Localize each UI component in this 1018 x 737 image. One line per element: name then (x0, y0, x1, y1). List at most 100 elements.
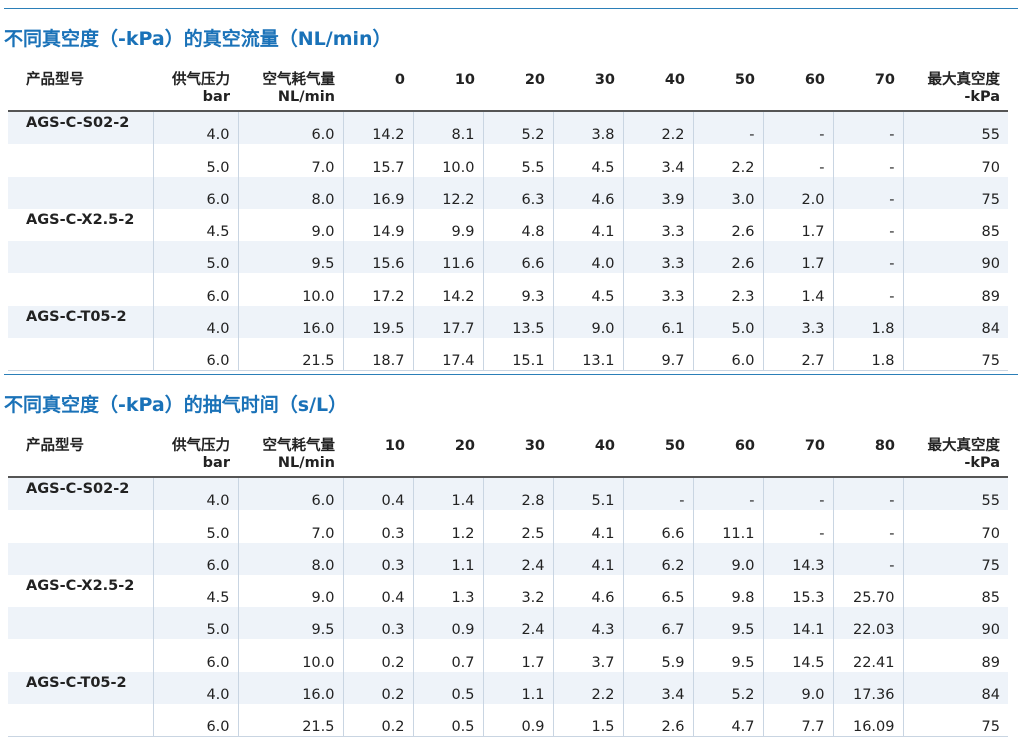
value-cell: 6.0 (152, 639, 238, 672)
value-cell: 3.9 (622, 176, 693, 209)
value-cell: - (832, 510, 903, 543)
value-cell: 6.0 (692, 338, 763, 372)
model-cell: AGS-C-S02-2 (8, 477, 153, 511)
value-cell: 1.7 (762, 208, 833, 242)
value-cell: 21.5 (237, 704, 343, 737)
value-cell: 2.5 (482, 510, 553, 543)
header-line: 最大真空度 (927, 72, 1001, 88)
value-cell: 84 (902, 305, 1008, 339)
section-title: 不同真空度（-kPa）的真空流量（NL/min） (4, 28, 392, 50)
table-row: AGS-C-T05-2 4.0 16.0 0.2 0.5 1.1 2.2 3.4 5.2 9.0 1… (8, 671, 1008, 705)
value-cell: 0.5 (412, 671, 483, 705)
value-cell: 4.6 (552, 176, 623, 209)
value-cell: 0.7 (412, 639, 483, 672)
table-row: 6.0 10.0 17.2 14.2 9.3 4.5 3.3 2.3 1.4-89 (8, 273, 1008, 306)
data-table: 产品型号 供气压力 bar 空气耗气量 NL/min 10 20 30 40 50 60 70 80 最大… (8, 436, 1008, 737)
value-cell: 5.0 (152, 607, 238, 640)
header-cell: 30 (553, 70, 623, 112)
value-cell: 22.41 (832, 639, 903, 672)
value-cell: 7.7 (762, 704, 833, 737)
value-cell: 9.7 (622, 338, 693, 372)
model-cell: AGS-C-T05-2 (8, 305, 153, 339)
value-cell: - (762, 477, 833, 511)
header-line: 70 (874, 72, 895, 88)
header-line: 最大真空度 (927, 438, 1001, 454)
header-cell: 产品型号 (8, 70, 153, 112)
divider (4, 374, 1018, 375)
model-cell (8, 338, 153, 372)
value-cell: 6.7 (622, 607, 693, 640)
value-cell: 1.1 (412, 542, 483, 575)
header-line: 空气耗气量 (262, 438, 336, 454)
header-cell: 产品型号 (8, 436, 153, 478)
header-cell: 最大真空度 -kPa (903, 436, 1008, 478)
value-cell: 6.5 (622, 574, 693, 608)
model-cell (8, 510, 153, 542)
value-cell: 0.5 (412, 704, 483, 737)
value-cell: 2.2 (552, 671, 623, 705)
header-cell: 40 (623, 70, 693, 112)
value-cell: 6.0 (237, 477, 343, 511)
model-cell (8, 704, 153, 737)
value-cell: 2.6 (692, 241, 763, 274)
data-table: 产品型号 供气压力 bar 空气耗气量 NL/min 0 10 20 30 40 50 60 70 最大真… (8, 70, 1008, 372)
value-cell: 0.3 (342, 607, 413, 640)
value-cell: 13.5 (482, 305, 553, 339)
header-line: -kPa (964, 89, 1000, 105)
value-cell: 4.1 (552, 208, 623, 242)
header-cell: 空气耗气量 NL/min (238, 70, 343, 112)
page: 不同真空度（-kPa）的真空流量（NL/min） 产品型号 供气压力 bar 空气耗气量… (4, 8, 1018, 737)
header-cell: 60 (763, 70, 833, 112)
header-cell: 供气压力 bar (153, 436, 238, 478)
value-cell: 0.4 (342, 574, 413, 608)
header-cell: 30 (483, 436, 553, 478)
value-cell: 0.3 (342, 542, 413, 575)
table-row: AGS-C-T05-2 4.0 16.0 19.5 17.7 13.5 9.0 6.1 5.0 3… (8, 305, 1008, 339)
value-cell: 9.5 (692, 607, 763, 640)
table-row: 6.0 8.0 0.3 1.1 2.4 4.1 6.2 9.0 14.3-75 (8, 542, 1008, 575)
header-cell: 10 (413, 70, 483, 112)
value-cell: 2.8 (482, 477, 553, 511)
header-line: 70 (804, 438, 825, 454)
value-cell: 2.4 (482, 542, 553, 575)
value-cell: - (832, 111, 903, 145)
value-cell: 6.6 (622, 510, 693, 543)
value-cell: 4.5 (552, 144, 623, 177)
header-line: bar (202, 455, 230, 471)
divider (4, 8, 1018, 9)
value-cell: 19.5 (342, 305, 413, 339)
value-cell: 10.0 (237, 639, 343, 672)
value-cell: - (832, 144, 903, 177)
value-cell: 6.1 (622, 305, 693, 339)
value-cell: 89 (902, 273, 1008, 306)
model-cell (8, 176, 153, 209)
value-cell: 4.5 (552, 273, 623, 306)
value-cell: 4.8 (482, 208, 553, 242)
value-cell: 4.0 (152, 477, 238, 511)
value-cell: 70 (902, 510, 1008, 543)
value-cell: 9.5 (692, 639, 763, 672)
value-cell: 9.5 (237, 607, 343, 640)
value-cell: 9.0 (762, 671, 833, 705)
header-cell: 50 (693, 70, 763, 112)
value-cell: 3.4 (622, 671, 693, 705)
value-cell: 1.4 (412, 477, 483, 511)
value-cell: 15.6 (342, 241, 413, 274)
value-cell: 70 (902, 144, 1008, 177)
header-row: 产品型号 供气压力 bar 空气耗气量 NL/min 0 10 20 30 40 50 60 70 最大真… (8, 70, 1008, 112)
value-cell: - (622, 477, 693, 511)
value-cell: 84 (902, 671, 1008, 705)
header-line: -kPa (964, 455, 1000, 471)
header-cell: 40 (553, 436, 623, 478)
value-cell: 6.3 (482, 176, 553, 209)
value-cell: 9.0 (237, 208, 343, 242)
table-header: 产品型号 供气压力 bar 空气耗气量 NL/min 0 10 20 30 40 50 60 70 最大真… (8, 70, 1008, 112)
value-cell: 9.0 (237, 574, 343, 608)
table-row: AGS-C-X2.5-2 4.5 9.0 14.9 9.9 4.8 4.1 3.3 2.6 1.7… (8, 208, 1008, 242)
value-cell: - (832, 542, 903, 575)
value-cell: 85 (902, 574, 1008, 608)
value-cell: 2.3 (692, 273, 763, 306)
header-line: 20 (454, 438, 475, 454)
header-line: 20 (524, 72, 545, 88)
header-cell: 供气压力 bar (153, 70, 238, 112)
